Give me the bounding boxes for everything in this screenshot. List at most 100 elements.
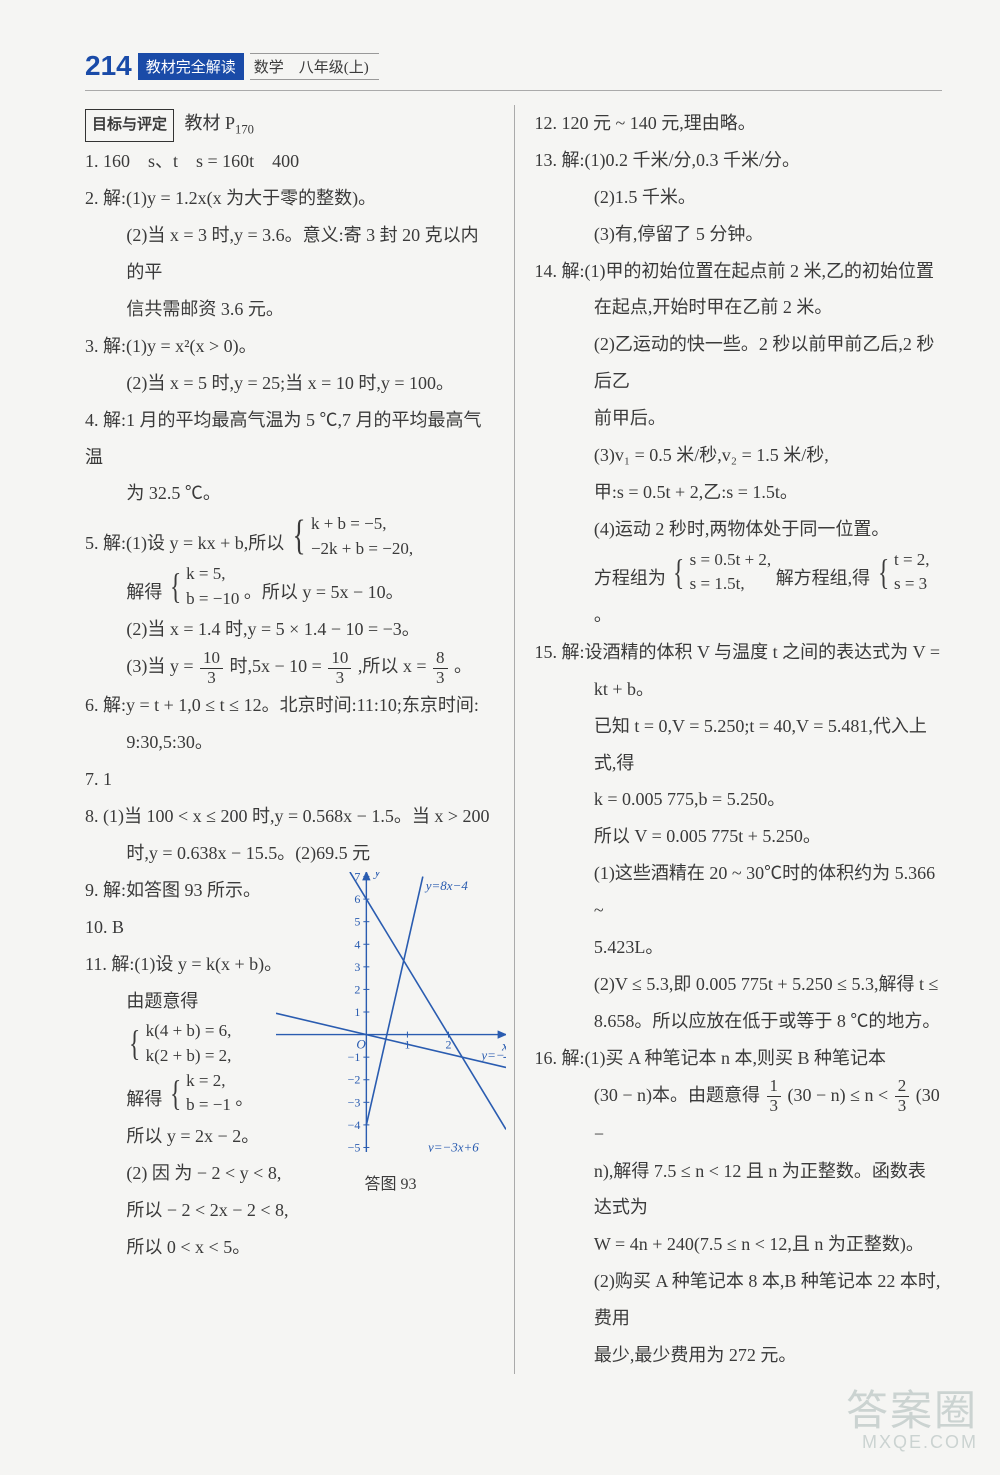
q5-sol-b: b = −10 (186, 589, 239, 608)
q5-3b: 时,5x − 10 = (230, 656, 327, 676)
svg-text:O: O (356, 1036, 366, 1051)
q15-2: 已知 t = 0,V = 5.250;t = 40,V = 5.481,代入上式… (535, 708, 943, 782)
section-ref-sub: 170 (235, 123, 254, 137)
q12: 12. 120 元 ~ 140 元,理由略。 (535, 105, 943, 142)
q14-5-lead: 方程组为 (594, 568, 666, 588)
svg-text:−4: −4 (347, 1118, 360, 1132)
q3-2: (2)当 x = 5 时,y = 25;当 x = 10 时,y = 100。 (85, 365, 496, 402)
q5-sol: 解得 { k = 5, b = −10 。所以 y = 5x − 10。 (85, 562, 496, 611)
watermark: 答案圈 MXQE.COM (846, 1377, 978, 1453)
q5-3c: ,所以 x = (358, 656, 431, 676)
q5-sol-lead: 解得 (126, 582, 162, 602)
svg-text:−1: −1 (347, 1050, 360, 1064)
watermark-sub: MXQE.COM (846, 1432, 978, 1453)
page-header: 214 教材完全解读 数学 八年级(上) (85, 50, 942, 82)
frac-d: 3 (767, 1097, 782, 1116)
chart-svg: −5−4−3−2−1123456712Oyxy=8x−4y=−3x+6y=−37… (276, 872, 506, 1152)
q13-2: (2)1.5 千米。 (535, 179, 943, 216)
svg-text:2: 2 (445, 1037, 451, 1051)
q11-sol-lead: 解得 (126, 1089, 162, 1109)
q6a: 6. 解:y = t + 1,0 ≤ t ≤ 12。北京时间:11:10;东京时… (85, 687, 496, 724)
q14-5-r1: s = 0.5t + 2, (690, 550, 772, 569)
q11-sol-tail: 。 (235, 1089, 253, 1109)
q2-2b: 信共需邮资 3.6 元。 (85, 291, 496, 328)
q14-5-r2: s = 1.5t, (690, 574, 745, 593)
frac-n: 8 (433, 649, 448, 669)
svg-text:y: y (372, 872, 381, 880)
q5-sol-k: k = 5, (186, 564, 225, 583)
frac-n: 1 (767, 1077, 782, 1097)
q2-1: 2. 解:(1)y = 1.2x(x 为大于零的整数)。 (85, 180, 496, 217)
q14-5: 方程组为 { s = 0.5t + 2, s = 1.5t, 解方程组,得 { … (535, 548, 943, 634)
q13-1: 13. 解:(1)0.2 千米/分,0.3 千米/分。 (535, 142, 943, 179)
q11-eq1: k(4 + b) = 6, (146, 1021, 232, 1040)
header-subject: 数学 八年级(上) (250, 53, 379, 80)
svg-text:6: 6 (354, 892, 360, 906)
answer-figure-93: −5−4−3−2−1123456712Oyxy=8x−4y=−3x+6y=−37… (276, 872, 506, 1202)
q14-5-s1: t = 2, (894, 550, 930, 569)
svg-text:y=8x−4: y=8x−4 (423, 878, 468, 893)
q16-1b-a: (30 − n)本。由题意得 (594, 1085, 760, 1105)
section-badge: 目标与评定 (85, 109, 174, 142)
header-rule (85, 90, 942, 91)
q11-8: 所以 0 < x < 5。 (85, 1229, 496, 1266)
q5-3d: 。 (454, 656, 472, 676)
q1: 1. 160 s、t s = 160t 400 (85, 143, 496, 180)
q5-eq2: −2k + b = −20, (311, 539, 413, 558)
svg-text:3: 3 (354, 960, 360, 974)
frac-d: 3 (433, 669, 448, 688)
q5-2: (2)当 x = 1.4 时,y = 5 × 1.4 − 10 = −3。 (85, 611, 496, 648)
svg-text:1: 1 (354, 1005, 360, 1019)
right-column: 12. 120 元 ~ 140 元,理由略。 13. 解:(1)0.2 千米/分… (514, 105, 943, 1374)
q16-1a: 16. 解:(1)买 A 种笔记本 n 本,则买 B 种笔记本 (535, 1040, 943, 1077)
q16-2a: (2)购买 A 种笔记本 8 本,B 种笔记本 22 本时,费用 (535, 1263, 943, 1337)
svg-text:y=−3x+6: y=−3x+6 (425, 1139, 478, 1152)
frac-d: 3 (200, 669, 223, 688)
q5-3: (3)当 y = 103 时,5x − 10 = 103 ,所以 x = 83 … (85, 648, 496, 687)
svg-text:−2: −2 (347, 1073, 360, 1087)
q15-4: 所以 V = 0.005 775t + 5.250。 (535, 818, 943, 855)
frac-n: 10 (200, 649, 223, 669)
q5-3a: (3)当 y = (126, 656, 198, 676)
q3-1: 3. 解:(1)y = x²(x > 0)。 (85, 328, 496, 365)
watermark-main: 答案圈 (846, 1377, 978, 1438)
q15-3: k = 0.005 775,b = 5.250。 (535, 781, 943, 818)
q16-1b: (30 − n)本。由题意得 13 (30 − n) ≤ n < 23 (30 … (535, 1077, 943, 1153)
q6b: 9:30,5:30。 (85, 724, 496, 761)
left-column: 目标与评定 教材 P170 1. 160 s、t s = 160t 400 2.… (85, 105, 514, 1374)
q14-3b: 甲:s = 0.5t + 2,乙:s = 1.5t。 (535, 474, 943, 511)
q14-4: (4)运动 2 秒时,两物体处于同一位置。 (535, 511, 943, 548)
header-badge: 教材完全解读 (138, 53, 244, 80)
q5-sol-tail: 。所以 y = 5x − 10。 (244, 582, 404, 602)
q14-2b: 前甲后。 (535, 400, 943, 437)
frac-n: 10 (328, 649, 351, 669)
q11-sol-b: b = −1 (186, 1095, 231, 1114)
q16-1b-b: (30 − n) ≤ n < (788, 1085, 893, 1105)
q4a: 4. 解:1 月的平均最高气温为 5 ℃,7 月的平均最高气温 (85, 402, 496, 476)
svg-text:4: 4 (354, 937, 360, 951)
q16-2b: 最少,最少费用为 272 元。 (535, 1337, 943, 1374)
q14-3a: (3)v₁ = 0.5 米/秒,v₂ = 1.5 米/秒, (535, 437, 943, 474)
q16-1d: W = 4n + 240(7.5 ≤ n < 12,且 n 为正整数)。 (535, 1226, 943, 1263)
q2-2a: (2)当 x = 3 时,y = 3.6。意义:寄 3 封 20 克以内的平 (85, 217, 496, 291)
q14-5-mid: 解方程组,得 (776, 568, 871, 588)
q15-1a: 15. 解:设酒精的体积 V 与温度 t 之间的表达式为 V = (535, 634, 943, 671)
svg-text:2: 2 (354, 982, 360, 996)
frac-d: 3 (895, 1097, 910, 1116)
q8b: 时,y = 0.638x − 15.5。(2)69.5 元 (85, 835, 496, 872)
q7: 7. 1 (85, 761, 496, 798)
frac-d: 3 (328, 669, 351, 688)
q14-5-s2: s = 3 (894, 574, 927, 593)
q8a: 8. (1)当 100 < x ≤ 200 时,y = 0.568x − 1.5… (85, 798, 496, 835)
q15-1b: kt + b。 (535, 671, 943, 708)
figure-caption: 答图 93 (276, 1169, 506, 1202)
q11-eq2: k(2 + b) = 2, (146, 1046, 232, 1065)
frac-n: 2 (895, 1077, 910, 1097)
svg-text:y=−: y=− (479, 1047, 504, 1062)
page-number: 214 (85, 50, 132, 82)
svg-text:−5: −5 (347, 1140, 360, 1152)
q14-1a: 14. 解:(1)甲的初始位置在起点前 2 米,乙的初始位置 (535, 253, 943, 290)
svg-text:−3: −3 (347, 1095, 360, 1109)
q5-eq1: k + b = −5, (311, 514, 387, 533)
q14-2a: (2)乙运动的快一些。2 秒以前甲前乙后,2 秒后乙 (535, 326, 943, 400)
